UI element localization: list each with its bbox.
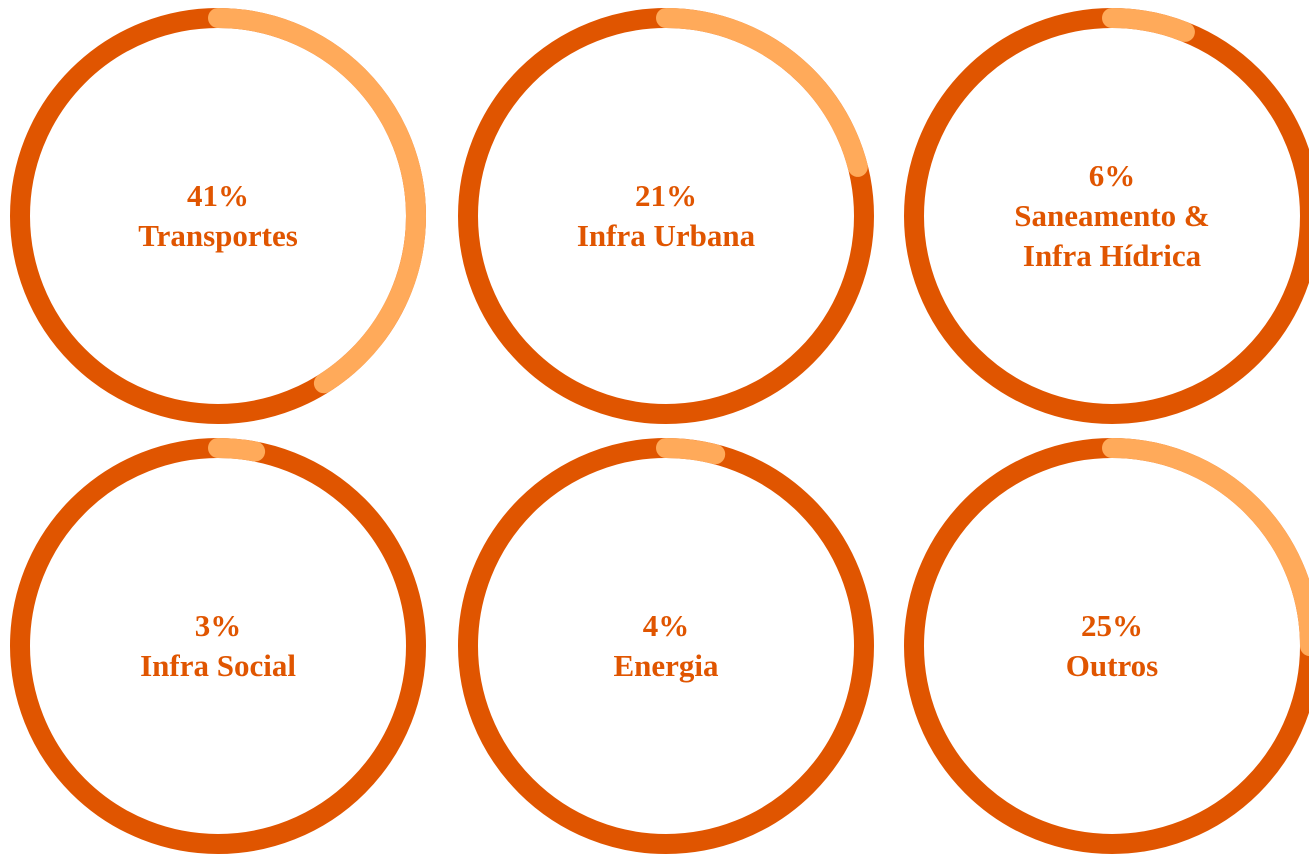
category-label: Transportes [138,218,298,253]
ring-card: 21% Infra Urbana [451,1,881,431]
ring [904,438,1309,854]
ring-progress [904,8,1309,424]
ring [458,438,874,854]
ring-text: 21% Infra Urbana [451,1,881,431]
percent-label: 25% [1081,608,1143,643]
category-label: Saneamento & Infra Hídrica [1014,198,1210,273]
ring-card: 41% Transportes [3,1,433,431]
ring-progress [458,438,874,854]
percent-label: 3% [194,608,242,643]
percent-label: 21% [635,178,697,213]
ring [458,8,874,424]
ring-text: 25% Outros [897,431,1309,861]
category-label: Infra Social [140,648,296,683]
ring-card: 4% Energia [451,431,881,861]
ring-progress [10,8,426,424]
ring-card: 6% Saneamento & Infra Hídrica [897,1,1309,431]
ring-text: 41% Transportes [3,1,433,431]
percent-label: 4% [642,608,690,643]
ring-progress [904,438,1309,854]
ring-progress [10,438,426,854]
ring [904,8,1309,424]
percent-label: 6% [1088,158,1136,193]
category-label: Outros [1065,648,1159,683]
ring-card: 3% Infra Social [3,431,433,861]
ring-text: 6% Saneamento & Infra Hídrica [897,1,1309,431]
category-label: Energia [613,648,719,683]
percent-label: 41% [187,178,249,213]
category-label: Infra Urbana [576,218,756,253]
ring-text: 4% Energia [451,431,881,861]
ring-text: 3% Infra Social [3,431,433,861]
ring [10,438,426,854]
ring-progress [458,8,874,424]
ring [10,8,426,424]
ring-card: 25% Outros [897,431,1309,861]
